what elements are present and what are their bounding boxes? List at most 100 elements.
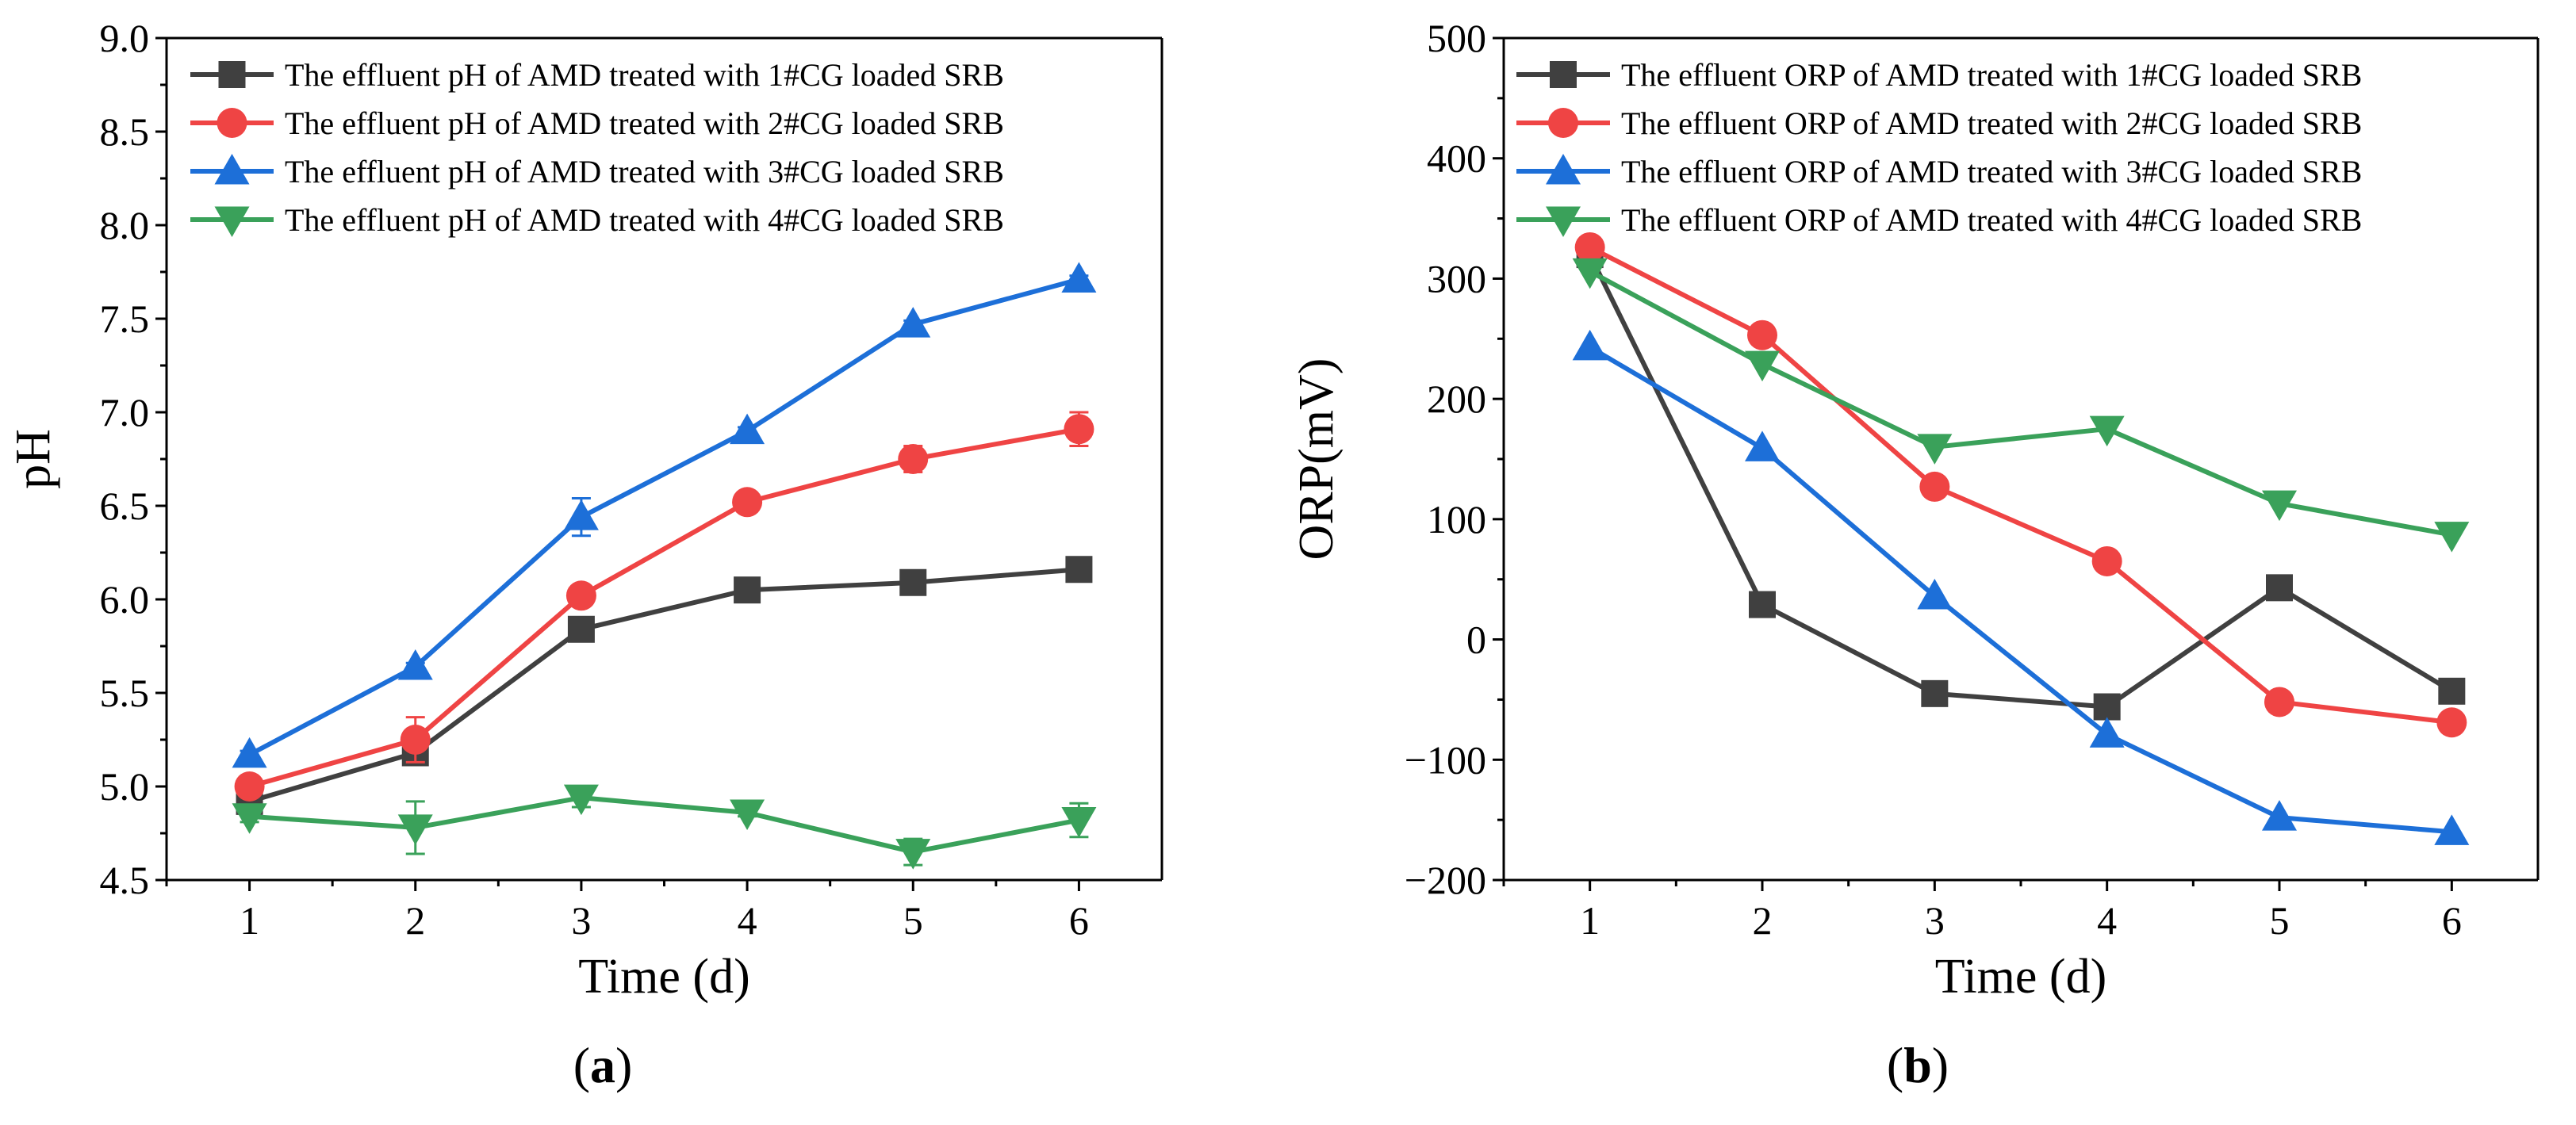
- data-point: [1064, 414, 1094, 445]
- data-point: [2089, 717, 2125, 748]
- legend-label: The effluent ORP of AMD treated with 4#C…: [1621, 202, 2362, 238]
- x-tick-label: 1: [1580, 898, 1600, 943]
- series-line: [1589, 245, 2452, 725]
- data-point: [2093, 693, 2121, 721]
- y-tick-label: −100: [1405, 737, 1486, 782]
- panel-a-ph-chart: 4.5 5.0 5.5 6.0 6.5 7.0 7.5 8.0 8.5 9.0 1 2 3 4 5 6 Time…: [6, 16, 1163, 1093]
- series-line: [1587, 253, 2453, 710]
- y-axis-title: pH: [6, 429, 60, 489]
- y-tick-label: 6.0: [100, 577, 150, 622]
- y-tick-label: 8.0: [100, 203, 150, 247]
- legend-item: The effluent pH of AMD treated with 4#CG…: [190, 202, 1004, 238]
- x-tick-label: 3: [1925, 898, 1945, 943]
- legend-marker: [1548, 108, 1578, 138]
- legend-label: The effluent pH of AMD treated with 1#CG…: [285, 57, 1004, 93]
- panel-label-close-paren: ): [615, 1037, 632, 1093]
- data-point: [730, 413, 765, 445]
- x-tick-label: 5: [2270, 898, 2290, 943]
- series-2-ph: [234, 411, 1094, 802]
- legend-marker: [217, 108, 247, 138]
- legend-label: The effluent pH of AMD treated with 4#CG…: [285, 202, 1004, 238]
- legend-marker: [214, 154, 250, 185]
- legend-marker: [1546, 206, 1581, 237]
- data-point: [1921, 679, 1949, 707]
- data-point: [2264, 687, 2294, 717]
- series-3-orp: [1572, 329, 2470, 845]
- x-tick-label: 4: [2097, 898, 2117, 943]
- legend-item: The effluent ORP of AMD treated with 1#C…: [1516, 57, 2362, 93]
- legend-label: The effluent ORP of AMD treated with 1#C…: [1621, 57, 2362, 93]
- data-point: [895, 839, 931, 870]
- series-3-ph: [232, 262, 1097, 768]
- y-tick-label: 6.5: [100, 484, 150, 528]
- data-point: [232, 803, 267, 834]
- y-tick-label: 100: [1427, 497, 1486, 541]
- legend-marker: [214, 206, 250, 237]
- y-tick-label: 0: [1466, 618, 1486, 662]
- series-line: [249, 795, 1079, 855]
- legend-marker: [1546, 154, 1581, 185]
- data-point: [2262, 490, 2297, 522]
- data-point: [1572, 258, 1608, 289]
- x-tick-label: 6: [1069, 898, 1089, 943]
- data-point: [895, 307, 931, 338]
- legend-marker: [218, 61, 246, 88]
- y-tick-label: 7.0: [100, 390, 150, 434]
- y-tick-label: 200: [1427, 377, 1486, 421]
- data-point: [563, 784, 599, 816]
- legend-item: The effluent pH of AMD treated with 2#CG…: [190, 105, 1004, 141]
- legend-label: The effluent pH of AMD treated with 2#CG…: [285, 105, 1004, 141]
- legend-marker: [1550, 61, 1577, 88]
- y-tick-label: 400: [1427, 136, 1486, 181]
- y-tick-label: 5.5: [100, 671, 150, 715]
- data-point: [2434, 814, 2470, 845]
- x-tick-label: 6: [2442, 898, 2462, 943]
- legend-item: The effluent ORP of AMD treated with 3#C…: [1516, 154, 2362, 189]
- data-point: [1749, 591, 1776, 618]
- data-point: [1919, 471, 1950, 502]
- data-point: [234, 771, 265, 802]
- series-line: [1589, 345, 2452, 835]
- legend: The effluent ORP of AMD treated with 1#C…: [1516, 57, 2362, 238]
- data-point: [730, 799, 765, 831]
- data-point: [563, 499, 599, 530]
- panel-label: (a): [573, 1037, 633, 1093]
- data-point: [2434, 522, 2470, 553]
- y-tick-label: 500: [1427, 16, 1486, 60]
- y-tick-label: −200: [1405, 858, 1486, 902]
- data-point: [732, 487, 763, 518]
- panel-label-close-paren: ): [1932, 1037, 1949, 1093]
- legend-label: The effluent ORP of AMD treated with 3#C…: [1621, 154, 2362, 189]
- panel-label: (b): [1887, 1037, 1949, 1093]
- data-point: [734, 576, 761, 604]
- series-line: [248, 427, 1079, 789]
- data-point: [2091, 545, 2122, 576]
- legend-label: The effluent pH of AMD treated with 3#CG…: [285, 154, 1004, 189]
- legend-label: The effluent ORP of AMD treated with 2#C…: [1621, 105, 2362, 141]
- data-point: [397, 814, 433, 845]
- legend-item: The effluent ORP of AMD treated with 4#C…: [1516, 202, 2362, 238]
- legend-item: The effluent ORP of AMD treated with 2#C…: [1516, 105, 2362, 141]
- legend-item: The effluent pH of AMD treated with 3#CG…: [190, 154, 1004, 189]
- panel-label-open-paren: (: [573, 1037, 590, 1093]
- x-tick-label: 3: [571, 898, 591, 943]
- data-point: [397, 649, 433, 680]
- series-line: [248, 277, 1080, 757]
- series-line: [248, 567, 1079, 804]
- data-point: [898, 444, 929, 474]
- series-4-ph: [232, 784, 1097, 870]
- panel-label-letter: b: [1903, 1037, 1932, 1093]
- series-2-orp: [1574, 232, 2467, 738]
- y-tick-label: 4.5: [100, 858, 150, 902]
- panel-label-letter: a: [590, 1037, 615, 1093]
- data-point: [1745, 350, 1780, 382]
- data-point: [2266, 574, 2293, 602]
- series-4-orp: [1572, 258, 2470, 553]
- data-point: [1745, 430, 1780, 461]
- y-axis-title: ORP(mV): [1290, 358, 1344, 561]
- data-point: [400, 725, 431, 755]
- data-point: [2438, 677, 2466, 705]
- series-1-orp: [1576, 241, 2466, 721]
- y-tick-label: 5.0: [100, 764, 150, 809]
